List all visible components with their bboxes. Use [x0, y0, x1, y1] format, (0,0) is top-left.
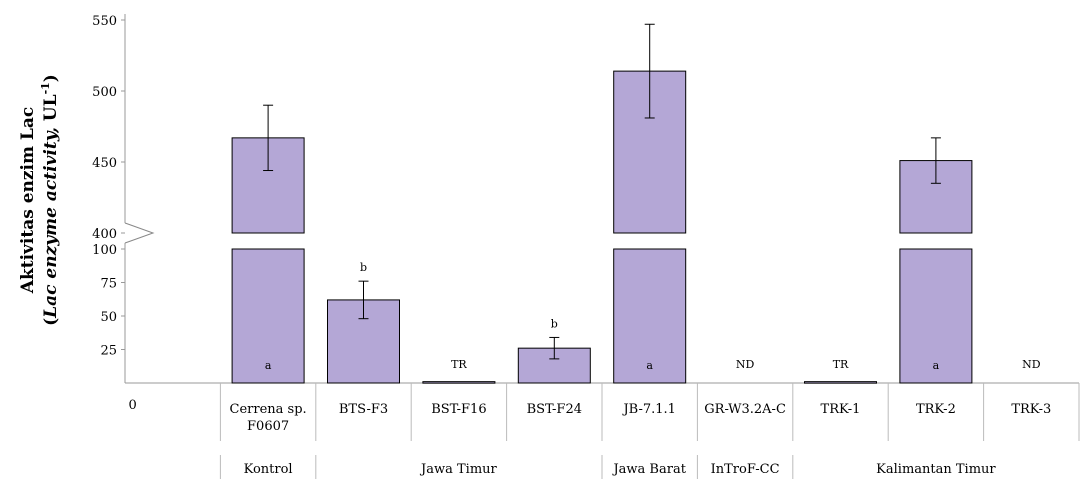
y-label-line1: Aktivitas enzim Lac — [18, 107, 38, 295]
bar-annotation: ND — [1022, 358, 1041, 371]
x-origin-label: 0 — [129, 398, 137, 413]
x-tick-label: JB-7.1.1 — [621, 402, 675, 417]
x-tick-label: BTS-F3 — [339, 402, 388, 417]
x-group-label: Jawa Barat — [611, 462, 686, 477]
bar-annotation: b — [551, 317, 558, 330]
x-tick-label: TRK-2 — [916, 402, 956, 417]
axis-break-mark — [124, 222, 155, 244]
bar-lower — [231, 248, 305, 384]
bar-annotation: a — [265, 359, 272, 372]
x-categories: 0 Cerrena sp. F0607 BTS-F3 BST-F16 BST-F24 JB-… — [129, 383, 1080, 441]
y-label-line2: (Lac enzyme activity, UL-1) — [39, 74, 61, 326]
x-group-label: Jawa Timur — [419, 462, 498, 477]
y-tick-label: 500 — [92, 85, 117, 100]
x-group-label: Kalimantan Timur — [876, 462, 996, 477]
bar-annotation: a — [933, 359, 940, 372]
y-tick-label: 550 — [92, 14, 117, 29]
x-tick-label: GR-W3.2A-C — [704, 402, 786, 417]
bar-annotation: a — [646, 359, 653, 372]
bar-lower — [613, 248, 687, 384]
y-tick-label: 100 — [92, 243, 117, 258]
bar — [422, 381, 496, 384]
x-groups: Kontrol Jawa Timur Jawa Barat InTroF-CC Kali… — [219, 455, 996, 479]
x-tick-label: BST-F16 — [431, 402, 486, 417]
bar-annotation: TR — [451, 358, 467, 371]
x-tick-label: F0607 — [247, 419, 289, 434]
bars: a b TR b a ND TR a ND — [231, 23, 1041, 384]
bar-annotation: ND — [736, 358, 755, 371]
x-tick-label: TRK-1 — [821, 402, 861, 417]
x-group-label: InTroF-CC — [711, 462, 780, 477]
x-tick-label: Cerrena sp. — [230, 402, 307, 417]
y-tick-label: 400 — [92, 227, 117, 242]
bar-lower — [899, 248, 973, 384]
x-tick-label: BST-F24 — [527, 402, 582, 417]
bar-annotation: TR — [833, 358, 849, 371]
y-tick-label: 50 — [100, 310, 117, 325]
x-group-label: Kontrol — [244, 462, 293, 477]
y-axis-label: Aktivitas enzim Lac(Lac enzyme activity,… — [18, 74, 61, 326]
x-tick-label: TRK-3 — [1011, 402, 1051, 417]
bar — [804, 381, 877, 384]
y-tick-label: 450 — [92, 156, 117, 171]
y-tick-label: 75 — [100, 277, 117, 292]
bar-annotation: b — [360, 261, 367, 274]
y-tick-label: 25 — [100, 344, 117, 359]
